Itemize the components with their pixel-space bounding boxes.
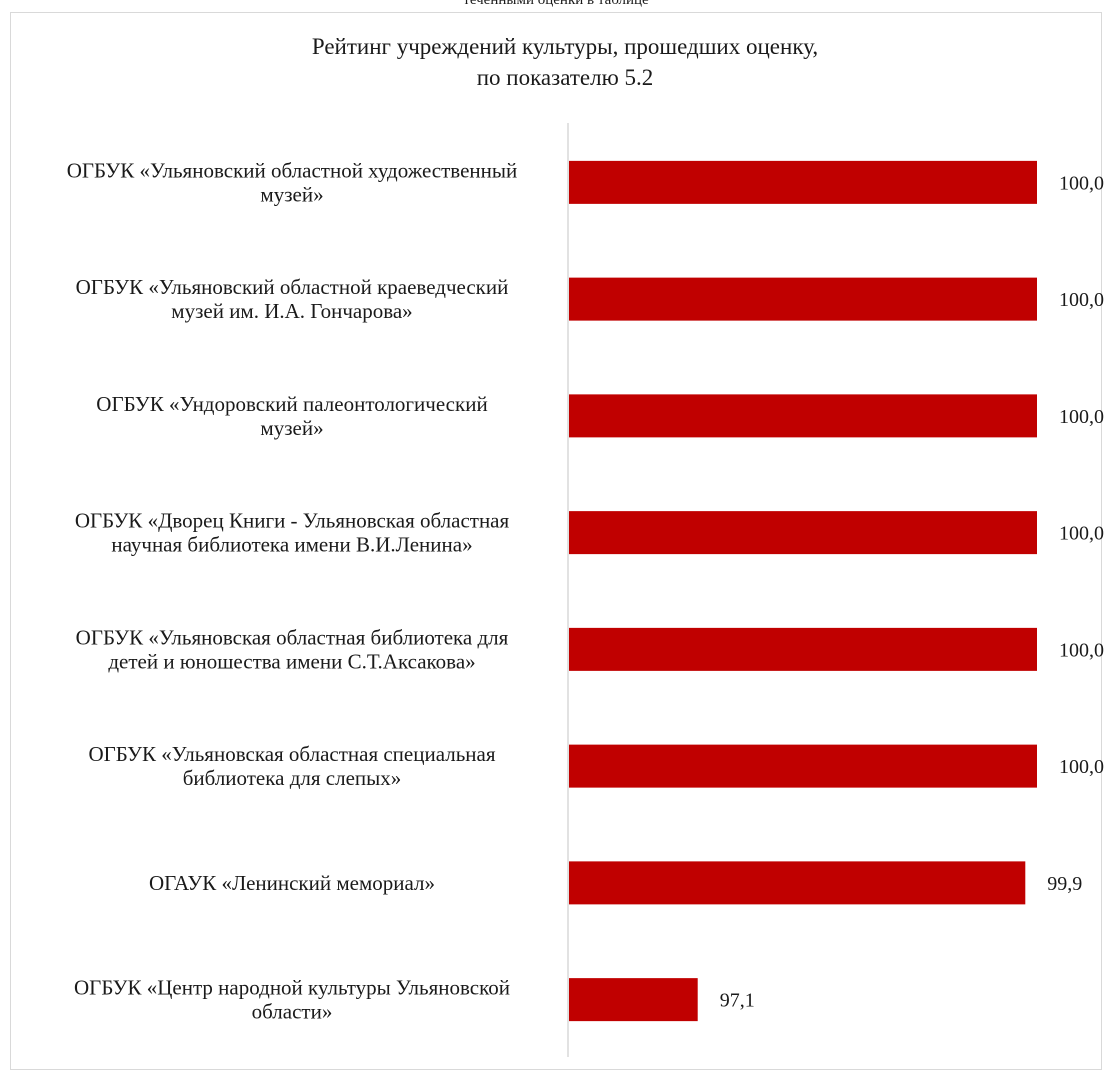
category-label: ОГБУК «Ундоровский палеонтологический bbox=[96, 392, 487, 416]
value-label: 99,9 bbox=[1047, 873, 1082, 895]
value-label: 100,0 bbox=[1059, 756, 1104, 778]
category-label: ОГБУК «Ульяновский областной художествен… bbox=[67, 158, 518, 182]
bar bbox=[569, 511, 1037, 555]
category-label: ОГБУК «Центр народной культуры Ульяновск… bbox=[74, 976, 510, 1000]
value-label: 97,1 bbox=[720, 990, 755, 1012]
bar bbox=[569, 394, 1037, 438]
bar bbox=[569, 627, 1037, 671]
bars-layer: 100,0 ОГБУК «Ульяновский областной художе… bbox=[67, 158, 1104, 1023]
category-label: ОГБУК «Ульяновская областная специальная bbox=[89, 742, 496, 766]
value-label: 100,0 bbox=[1059, 406, 1104, 428]
category-label: музей» bbox=[260, 182, 323, 206]
value-label: 100,0 bbox=[1059, 523, 1104, 545]
chart-title-line-2: по показателю 5.2 bbox=[476, 65, 654, 90]
bar bbox=[569, 277, 1037, 321]
bar bbox=[569, 160, 1037, 204]
bar bbox=[569, 744, 1037, 788]
chart-frame bbox=[10, 12, 1102, 1070]
category-label: области» bbox=[252, 1000, 333, 1024]
bar bbox=[569, 978, 698, 1022]
category-label: детей и юношества имени С.Т.Аксакова» bbox=[108, 649, 475, 673]
category-label: музей» bbox=[260, 416, 323, 440]
category-label: ОГБУК «Дворец Книги - Ульяновская област… bbox=[75, 509, 510, 533]
category-label: ОГАУК «Ленинский мемориал» bbox=[149, 871, 435, 895]
top-caption: теченными оценки в таблице bbox=[463, 0, 649, 8]
category-label: библиотека для слепых» bbox=[183, 766, 402, 790]
value-label: 100,0 bbox=[1059, 639, 1104, 661]
category-label: ОГБУК «Ульяновский областной краеведческ… bbox=[76, 275, 509, 299]
value-label: 100,0 bbox=[1059, 172, 1104, 194]
value-label: 100,0 bbox=[1059, 289, 1104, 311]
category-label: музей им. И.А. Гончарова» bbox=[171, 299, 412, 323]
bar bbox=[569, 861, 1026, 905]
chart-title: Рейтинг учреждений культуры, прошедших о… bbox=[0, 31, 1112, 93]
chart-title-line-1: Рейтинг учреждений культуры, прошедших о… bbox=[311, 34, 819, 59]
category-label: ОГБУК «Ульяновская областная библиотека … bbox=[76, 625, 509, 649]
category-label: научная библиотека имени В.И.Ленина» bbox=[111, 533, 472, 557]
